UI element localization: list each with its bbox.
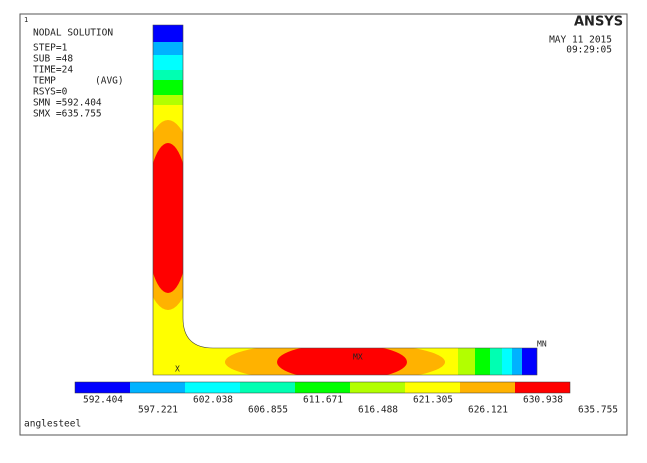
legend-swatch: [295, 382, 350, 393]
legend-label: 592.404: [83, 395, 123, 406]
band: [153, 143, 190, 293]
legend-swatch: [185, 382, 240, 393]
min-marker: MN: [537, 340, 547, 349]
band: [153, 80, 190, 95]
legend: 592.404 597.221 602.038 606.855 611.671 616.4…: [74, 381, 618, 416]
band: [522, 340, 537, 375]
info-title: NODAL SOLUTION: [33, 28, 113, 39]
legend-swatch: [350, 382, 405, 393]
date: MAY 11 2015: [549, 35, 612, 46]
legend-swatch: [240, 382, 295, 393]
band: [153, 42, 190, 55]
info-line: RSYS=0: [33, 87, 68, 98]
band: [153, 70, 190, 80]
band: [458, 340, 475, 375]
legend-swatch: [75, 382, 130, 393]
legend-label: 621.305: [413, 395, 453, 406]
info-line: TIME=24: [33, 65, 73, 76]
legend-swatch: [515, 382, 570, 393]
legend-label: 630.938: [523, 395, 563, 406]
info-line: SUB =48: [33, 54, 73, 65]
band: [277, 344, 407, 375]
footer: anglesteel: [24, 419, 81, 430]
info-line: SMX =635.755: [33, 109, 102, 120]
band: [153, 55, 190, 70]
axis-x: X: [175, 365, 180, 374]
legend-swatch: [405, 382, 460, 393]
info-avg: (AVG): [95, 76, 124, 87]
legend-swatch: [460, 382, 515, 393]
legend-label: 602.038: [193, 395, 233, 406]
band: [512, 340, 522, 375]
logo: ANSYS: [574, 15, 623, 30]
band: [475, 340, 490, 375]
legend-label: 597.221: [138, 405, 178, 416]
info-line: TEMP: [33, 76, 56, 87]
info-line: SMN =592.404: [33, 98, 102, 109]
legend-label: 635.755: [578, 405, 618, 416]
legend-border: [74, 381, 571, 394]
band: [502, 340, 512, 375]
legend-label: 626.121: [468, 405, 508, 416]
max-marker: MX: [353, 353, 363, 362]
band: [153, 95, 190, 105]
outline: [152, 24, 538, 376]
window-number: 1: [24, 16, 28, 24]
time: 09:29:05: [566, 45, 612, 56]
legend-label: 611.671: [303, 395, 343, 406]
legend-swatch: [130, 382, 185, 393]
legend-label: 606.855: [248, 405, 288, 416]
band: [490, 340, 502, 375]
legend-label: 616.488: [358, 405, 398, 416]
band: [153, 25, 190, 42]
info-line: STEP=1: [33, 43, 68, 54]
